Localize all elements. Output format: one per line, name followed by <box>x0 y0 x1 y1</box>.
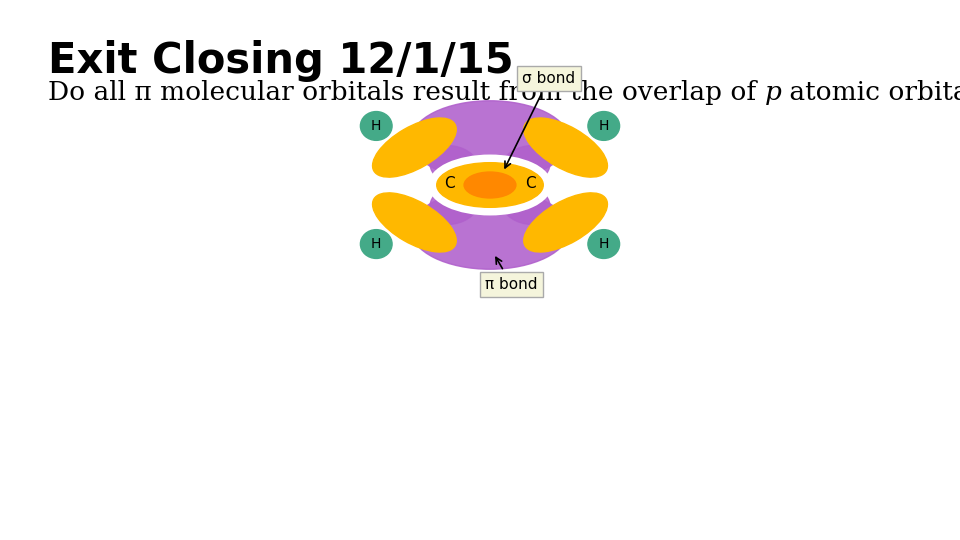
Ellipse shape <box>588 230 619 259</box>
Text: p: p <box>764 80 781 105</box>
Ellipse shape <box>434 160 546 210</box>
Text: H: H <box>372 237 381 251</box>
Text: H: H <box>599 237 609 251</box>
Ellipse shape <box>411 190 569 269</box>
Text: H: H <box>599 119 609 133</box>
Ellipse shape <box>524 193 608 252</box>
Text: atomic orbitals?: atomic orbitals? <box>781 80 960 105</box>
Ellipse shape <box>437 163 543 207</box>
Text: C: C <box>525 177 536 192</box>
Ellipse shape <box>498 146 550 188</box>
Ellipse shape <box>498 182 550 224</box>
Ellipse shape <box>372 193 456 252</box>
Ellipse shape <box>464 172 516 198</box>
Ellipse shape <box>429 182 481 224</box>
Text: σ bond: σ bond <box>505 71 576 168</box>
Ellipse shape <box>372 118 456 177</box>
Text: Exit Closing 12/1/15: Exit Closing 12/1/15 <box>48 40 514 82</box>
Ellipse shape <box>360 112 392 140</box>
Text: π bond: π bond <box>486 258 538 292</box>
Ellipse shape <box>429 146 481 188</box>
Ellipse shape <box>588 112 619 140</box>
Text: H: H <box>372 119 381 133</box>
Ellipse shape <box>524 118 608 177</box>
Ellipse shape <box>411 101 569 180</box>
Ellipse shape <box>360 230 392 259</box>
Text: C: C <box>444 177 455 192</box>
Text: Do all π molecular orbitals result from the overlap of: Do all π molecular orbitals result from … <box>48 80 764 105</box>
